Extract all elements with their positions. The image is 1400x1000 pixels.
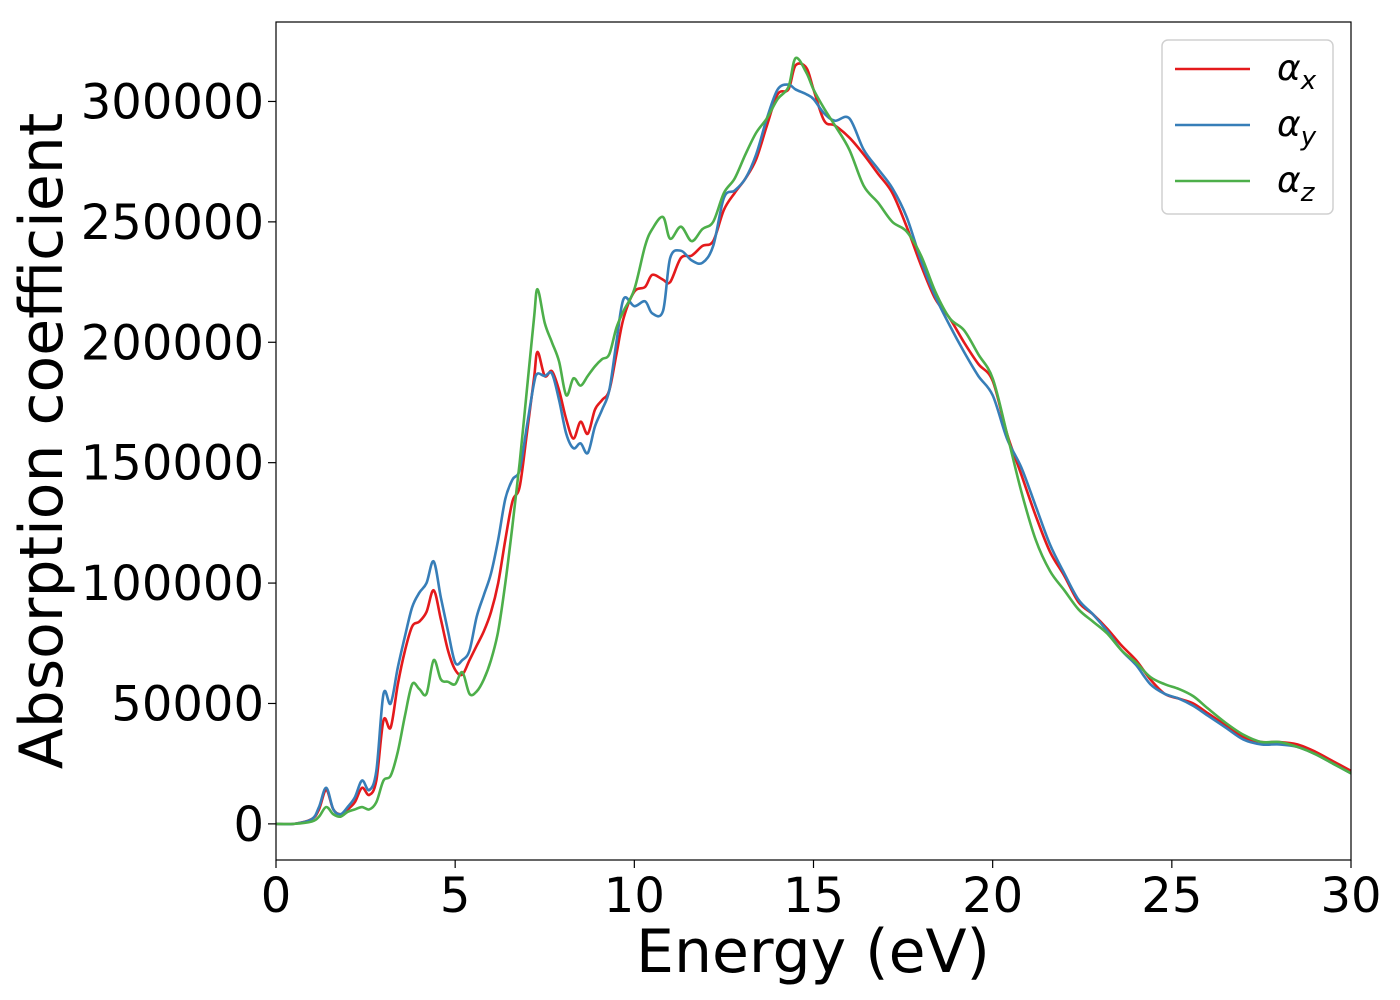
y-tick-label: 0 [233,797,264,853]
legend-label-symbol: α [1277,48,1301,89]
x-tick-label: 20 [962,868,1023,924]
y-tick-label: 100000 [81,556,264,612]
legend-label-symbol: α [1277,160,1301,201]
y-axis-label: Absorption coefficient [7,113,77,770]
legend-label-subscript: y [1300,122,1317,152]
legend-label-symbol: α [1277,104,1301,145]
x-tick-label: 10 [604,868,665,924]
x-tick-label: 30 [1320,868,1381,924]
y-tick-label: 50000 [111,676,264,732]
x-tick-label: 5 [440,868,471,924]
legend-label-subscript: z [1300,178,1316,208]
series-layer [275,56,1352,826]
y-tick-label: 200000 [81,315,264,371]
y-axis: 0 50000 100000 150000 200000 250000 300000 [81,74,276,853]
x-tick-label: 15 [783,868,844,924]
legend-label-alpha-x: αx [1277,48,1317,96]
legend-label-subscript: x [1300,66,1317,96]
x-axis-label: Energy (eV) [636,917,990,987]
x-tick-label: 0 [261,868,292,924]
legend-box [1161,39,1334,215]
y-tick-label: 250000 [81,195,264,251]
y-tick-label: 300000 [81,74,264,130]
legend-label-alpha-y: αy [1277,104,1317,152]
y-tick-label: 150000 [81,436,264,492]
series-line-alpha-z [275,56,1352,826]
x-tick-label: 25 [1141,868,1202,924]
x-axis: 0 5 10 15 20 25 30 [261,860,1382,924]
series-line-alpha-y [275,83,1352,826]
legend-label-alpha-z: αz [1277,160,1316,208]
